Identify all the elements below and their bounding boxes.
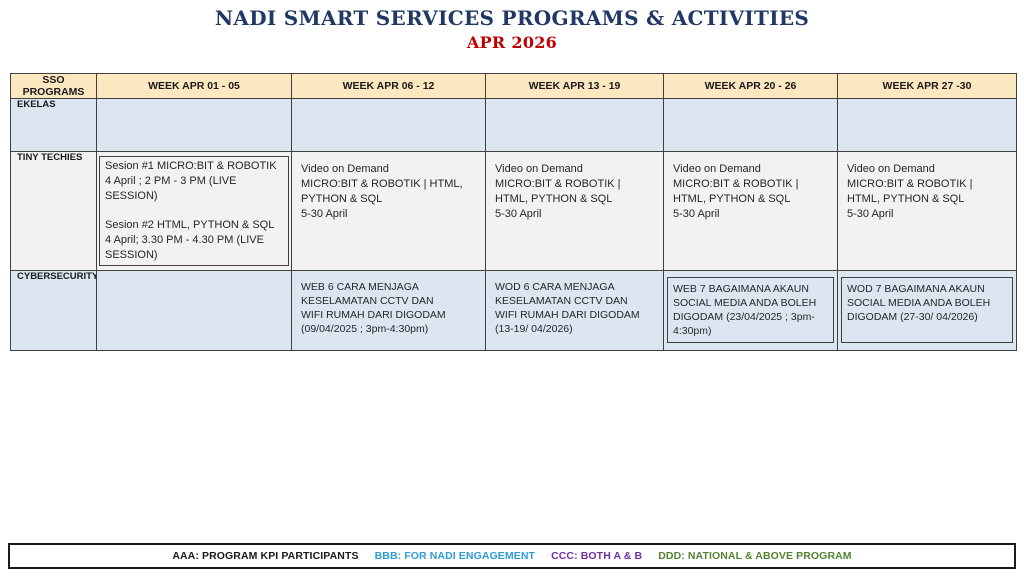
cell-cybersecurity-week-1 [96, 269, 292, 351]
event-box: WEB 7 BAGAIMANA AKAUN SOCIAL MEDIA ANDA … [667, 276, 834, 343]
cell-ekelas-week-3 [485, 98, 664, 152]
cell-tiny-techies-week-4: Video on Demand MICRO:BIT & ROBOTIK | HT… [663, 151, 838, 271]
cell-cybersecurity-week-3: WOD 6 CARA MENJAGA KESELAMATAN CCTV DAN … [485, 269, 664, 351]
cell-tiny-techies-week-5: Video on Demand MICRO:BIT & ROBOTIK | HT… [837, 151, 1017, 271]
column-header-week-2: WEEK APR 06 - 12 [291, 73, 486, 99]
program-label-tiny-techies: TINY TECHIES [10, 151, 97, 271]
month-subtitle: APR 2026 [466, 33, 558, 52]
column-header-week-1: WEEK APR 01 - 05 [96, 73, 292, 99]
table-row-cybersecurity: CYBERSECURITY WEB 6 CARA MENJAGA KESELAM… [10, 269, 1017, 351]
cell-tiny-techies-week-3: Video on Demand MICRO:BIT & ROBOTIK | HT… [485, 151, 664, 271]
column-header-week-4: WEEK APR 20 - 26 [663, 73, 838, 99]
event-box: WOD 7 BAGAIMANA AKAUN SOCIAL MEDIA ANDA … [841, 276, 1013, 343]
legend-item-ccc: CCC: BOTH A & B [551, 550, 643, 562]
program-label-ekelas: EKELAS [10, 98, 97, 152]
cell-cybersecurity-week-5: WOD 7 BAGAIMANA AKAUN SOCIAL MEDIA ANDA … [837, 269, 1017, 351]
programs-schedule-table: SSO PROGRAMS WEEK APR 01 - 05 WEEK APR 0… [10, 73, 1017, 351]
column-header-sso-programs: SSO PROGRAMS [10, 73, 97, 99]
title-block: NADI SMART SERVICES PROGRAMS & ACTIVITIE… [0, 6, 1024, 52]
program-label-cybersecurity: CYBERSECURITY [10, 269, 97, 351]
cell-tiny-techies-week-2: Video on Demand MICRO:BIT & ROBOTIK | HT… [291, 151, 486, 271]
cell-ekelas-week-2 [291, 98, 486, 152]
table-header-row: SSO PROGRAMS WEEK APR 01 - 05 WEEK APR 0… [10, 73, 1017, 99]
legend-item-bbb: BBB: FOR NADI ENGAGEMENT [374, 550, 536, 562]
legend-item-ddd: DDD: NATIONAL & ABOVE PROGRAM [658, 550, 852, 562]
page-title: NADI SMART SERVICES PROGRAMS & ACTIVITIE… [214, 6, 810, 30]
legend-footer: AAA: PROGRAM KPI PARTICIPANTS BBB: FOR N… [8, 543, 1016, 569]
cell-ekelas-week-4 [663, 98, 838, 152]
table-row-tiny-techies: TINY TECHIES Sesion #1 MICRO:BIT & ROBOT… [10, 151, 1017, 271]
legend-item-aaa: AAA: PROGRAM KPI PARTICIPANTS [172, 550, 359, 562]
cell-cybersecurity-week-4: WEB 7 BAGAIMANA AKAUN SOCIAL MEDIA ANDA … [663, 269, 838, 351]
column-header-week-3: WEEK APR 13 - 19 [485, 73, 664, 99]
cell-cybersecurity-week-2: WEB 6 CARA MENJAGA KESELAMATAN CCTV DAN … [291, 269, 486, 351]
column-header-week-5: WEEK APR 27 -30 [837, 73, 1017, 99]
cell-ekelas-week-1 [96, 98, 292, 152]
cell-ekelas-week-5 [837, 98, 1017, 152]
live-session-box: Sesion #1 MICRO:BIT & ROBOTIK 4 April ; … [99, 156, 289, 266]
table-row-ekelas: EKELAS [10, 98, 1017, 152]
cell-tiny-techies-week-1: Sesion #1 MICRO:BIT & ROBOTIK 4 April ; … [96, 151, 292, 271]
